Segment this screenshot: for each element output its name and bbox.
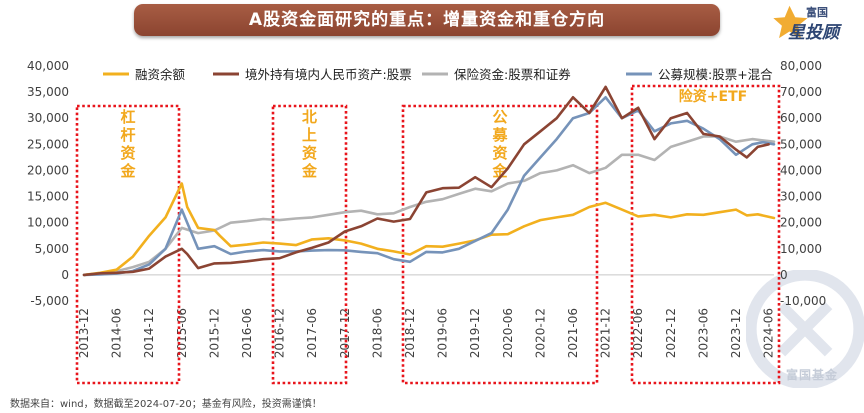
footer-note: 数据来自：wind，数据截至2024-07-20；基金有风险，投资需谨慎！ (10, 399, 322, 410)
left-axis-tick: 20,000 (27, 163, 69, 177)
x-axis-tick: 2018-12 (403, 308, 417, 358)
left-axis-tick: 30,000 (27, 111, 69, 125)
x-axis-tick: 2024-06 (762, 308, 776, 358)
annotation-box-northbound (271, 104, 348, 385)
right-axis-tick: 20,000 (780, 216, 822, 230)
x-axis-tick: 2021-06 (566, 308, 580, 358)
logo-main-text: 星投顾 (788, 23, 842, 43)
legend-label-margin: 融资余额 (135, 67, 186, 82)
annotation-label-northbound-char: 金 (301, 162, 318, 180)
legend-label-fund: 公募规模:股票+混合 (658, 67, 773, 82)
left-axis-tick: 25,000 (27, 137, 69, 151)
annotation-label-northbound-char: 资 (302, 144, 317, 162)
legend-label-insurance: 保险资金:股票和证券 (454, 67, 571, 82)
series-line-northbound (82, 85, 770, 277)
x-axis-tick: 2023-06 (696, 308, 710, 358)
series-line-fund (82, 96, 776, 277)
x-axis-tick: 2023-12 (729, 308, 743, 358)
left-axis-tick: 40,000 (27, 59, 69, 73)
x-axis-tick: 2018-06 (370, 308, 384, 358)
annotation-box-insurance-etf (630, 84, 781, 385)
x-axis-tick: 2014-12 (142, 308, 156, 358)
x-axis-tick: 2020-06 (501, 308, 515, 358)
annotation-label-mutual-fund-char: 金 (491, 162, 508, 180)
annotation-label-mutual-fund-char: 公 (492, 108, 507, 126)
annotation-label-leverage-char: 资 (120, 144, 135, 162)
legend-label-northbound: 境外持有境内人民币资产:股票 (245, 67, 412, 82)
annotation-label-leverage-char: 杠 (120, 108, 135, 126)
x-axis-tick: 2014-06 (110, 308, 124, 358)
left-axis-tick: 10,000 (27, 216, 69, 230)
right-axis-tick: 60,000 (780, 111, 822, 125)
series-line-insurance (82, 135, 776, 277)
annotation-label-leverage-char: 杆 (120, 126, 135, 144)
x-axis-tick: 2019-12 (468, 308, 482, 358)
x-axis-tick: 2022-12 (664, 308, 678, 358)
logo-top-text: 富国 (806, 5, 828, 19)
x-axis-tick: 2013-12 (77, 308, 91, 358)
left-axis-tick: 5,000 (35, 242, 69, 256)
series-line-margin (82, 182, 776, 277)
left-axis-tick: 15,000 (27, 190, 69, 204)
x-axis-tick: 2022-06 (631, 308, 645, 358)
annotation-label-northbound-char: 北 (302, 108, 317, 126)
annotation-box-leverage (75, 104, 181, 385)
watermark-text: 富国基金 (786, 368, 839, 382)
right-axis-tick: 40,000 (780, 163, 822, 177)
annotation-label-mutual-fund-char: 募 (491, 126, 508, 144)
x-axis-tick: 2016-12 (273, 308, 287, 358)
left-axis-tick: 35,000 (27, 85, 69, 99)
x-axis-tick: 2015-06 (175, 308, 189, 358)
x-axis-tick: 2019-06 (436, 308, 450, 358)
right-axis-tick: 10,000 (780, 242, 822, 256)
x-axis-tick: 2016-06 (240, 308, 254, 358)
annotation-label-leverage-char: 金 (119, 162, 136, 180)
left-axis-tick: 0 (61, 268, 69, 282)
x-axis-tick: 2017-12 (338, 308, 352, 358)
x-axis-tick: 2015-12 (207, 308, 221, 358)
right-axis-tick: 70,000 (780, 85, 822, 99)
right-axis-tick: 30,000 (780, 190, 822, 204)
page-title: A股资金面研究的重点：增量资金和重仓方向 (134, 4, 720, 36)
right-axis-tick: -10,000 (780, 294, 826, 308)
star-icon (773, 5, 808, 39)
watermark-icon (746, 270, 864, 388)
annotation-box-mutual-fund (401, 104, 599, 385)
right-axis-tick: 80,000 (780, 59, 822, 73)
left-axis-tick: -5,000 (30, 294, 69, 308)
x-axis-tick: 2020-12 (533, 308, 547, 358)
x-axis-tick: 2021-12 (599, 308, 613, 358)
annotation-label-insurance-etf: 险资+ETF (679, 88, 747, 105)
brand-logo: 富国 星投顾 (773, 5, 842, 43)
annotation-label-mutual-fund-char: 资 (492, 144, 507, 162)
x-axis-tick: 2017-06 (305, 308, 319, 358)
annotation-label-northbound-char: 上 (302, 126, 317, 144)
right-axis-tick: 50,000 (780, 137, 822, 151)
right-axis-tick: 0 (780, 268, 788, 282)
